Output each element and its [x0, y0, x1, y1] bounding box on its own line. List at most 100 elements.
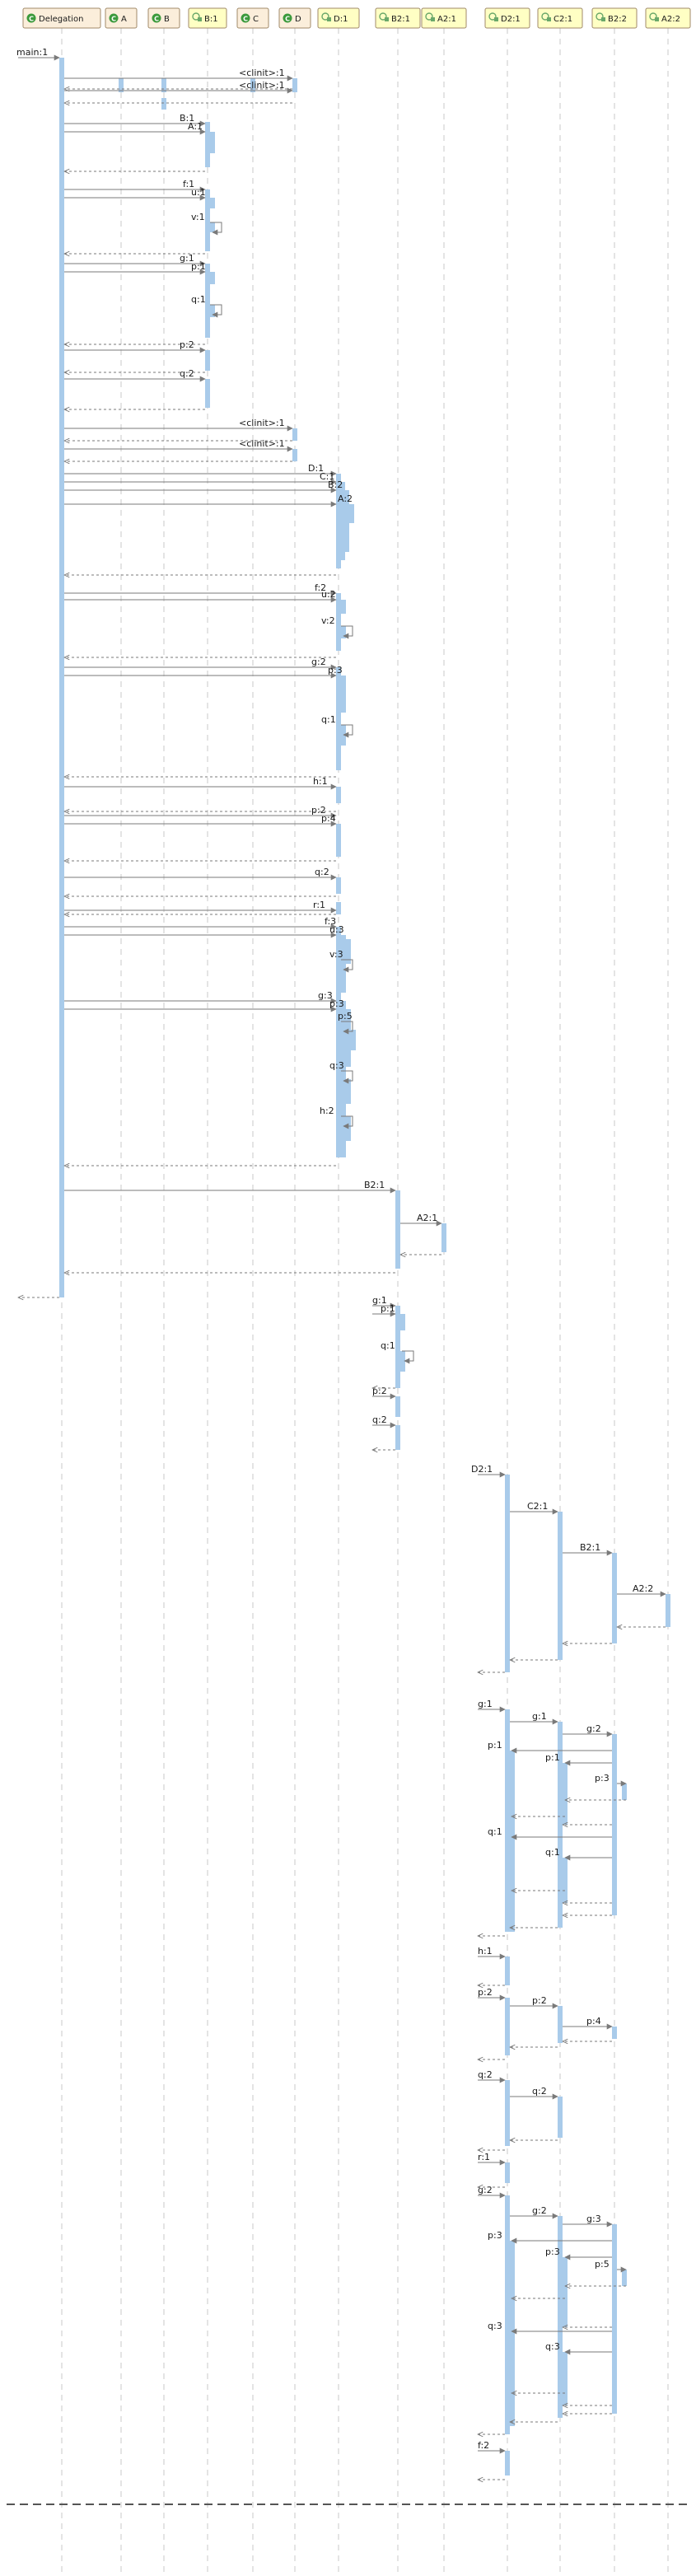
activation-bar: [505, 1957, 510, 1985]
message-call: q:1: [381, 1340, 414, 1364]
lifeline-label: D:1: [334, 15, 348, 24]
message-label: C2:1: [527, 1501, 548, 1512]
message-call: p:3: [488, 2230, 612, 2244]
svg-text:C: C: [29, 16, 34, 23]
message-call: f:2: [478, 2440, 506, 2454]
message-call: C2:1: [510, 1501, 558, 1515]
lifeline-label: A2:1: [437, 15, 456, 24]
lifeline-header-b22[interactable]: B2:2: [591, 7, 638, 29]
message-label: C:1: [320, 471, 334, 482]
svg-text:C: C: [285, 16, 290, 23]
message-label: u:1: [191, 187, 206, 198]
message-label: q:1: [321, 714, 336, 725]
message-label: A2:1: [417, 1213, 437, 1223]
message-call: g:2: [563, 1723, 613, 1737]
message-call: B2:1: [64, 1180, 396, 1194]
message-label: p:2: [311, 805, 326, 816]
message-call: p:4: [64, 813, 337, 827]
message-call: p:1: [372, 1303, 396, 1317]
activation-bar: [210, 272, 215, 284]
message-label: B2:1: [580, 1542, 600, 1553]
message-label: A:2: [338, 493, 353, 504]
message-label: p:3: [488, 2230, 502, 2241]
message-call: C:1: [64, 471, 337, 485]
activation-bar: [205, 350, 210, 371]
lifeline-header-delegation[interactable]: C Delegation: [22, 7, 101, 29]
message-label: main:1: [16, 47, 48, 58]
activations-layer: [59, 58, 670, 2475]
activation-bar: [336, 474, 341, 568]
lifeline-label: C2:1: [554, 15, 572, 24]
object-icon: [488, 12, 498, 21]
message-label: g:2: [311, 657, 326, 667]
activation-bar: [612, 1553, 617, 1643]
message-label: p:2: [478, 1987, 493, 1998]
message-call: q:2: [372, 1414, 396, 1428]
message-call: q:1: [321, 714, 353, 738]
message-label: D:1: [308, 463, 324, 474]
message-call: p:5: [338, 1011, 353, 1035]
message-label: v:2: [321, 615, 335, 626]
activation-bar: [210, 198, 215, 208]
lifeline-header-d21[interactable]: D2:1: [484, 7, 530, 29]
activation-bar: [336, 824, 341, 857]
message-call: q:1: [488, 1826, 612, 1840]
activation-bar: [59, 58, 64, 1297]
message-call: v:2: [321, 615, 353, 639]
activation-bar: [505, 2162, 510, 2183]
activation-bar: [612, 1734, 617, 1915]
message-call: g:2: [64, 657, 337, 671]
activation-bar: [292, 428, 297, 441]
activation-bar: [161, 78, 166, 92]
activation-bar: [336, 927, 341, 1157]
activation-bar: [292, 449, 297, 461]
activation-bar: [666, 1594, 670, 1627]
message-call: p:1: [64, 261, 206, 275]
svg-text:C: C: [243, 16, 248, 23]
message-label: B:2: [328, 479, 343, 490]
lifelines-layer: [7, 28, 688, 2576]
lifeline-label: D2:1: [501, 15, 521, 24]
activation-bar: [346, 1009, 351, 1067]
lifeline-label: Delegation: [39, 15, 83, 24]
message-call: B:2: [64, 479, 343, 493]
message-call: f:3: [64, 916, 337, 930]
lifeline-label: B2:2: [608, 15, 627, 24]
message-label: <clinit>:1: [239, 68, 285, 78]
lifeline-label: B: [164, 15, 170, 24]
message-label: q:2: [180, 368, 194, 379]
message-call: A2:1: [400, 1213, 442, 1227]
lifeline-header-a22[interactable]: A2:2: [645, 7, 691, 29]
object-icon: [541, 12, 551, 21]
activation-bar: [205, 379, 210, 408]
lifeline-label: B2:1: [391, 15, 410, 24]
message-call: g:1: [372, 1295, 396, 1309]
lifeline-header-b1[interactable]: B:1: [188, 7, 227, 29]
message-label: q:1: [545, 1847, 560, 1858]
message-call: B2:1: [563, 1542, 613, 1556]
lifeline-header-b21[interactable]: B2:1: [375, 7, 421, 29]
message-call: v:1: [191, 212, 222, 236]
lifeline-header-c21[interactable]: C2:1: [537, 7, 583, 29]
lifeline-header-d1[interactable]: D:1: [317, 7, 360, 29]
message-label: p:1: [545, 1752, 560, 1763]
lifeline-label: A: [121, 15, 127, 24]
activation-bar: [558, 2006, 563, 2043]
message-label: r:1: [313, 900, 325, 910]
message-label: q:2: [315, 867, 329, 877]
activation-bar: [349, 504, 354, 523]
message-call: p:1: [488, 1740, 612, 1754]
lifeline-header-a21[interactable]: A2:1: [421, 7, 467, 29]
activation-bar: [622, 1784, 627, 1800]
class-icon: C: [109, 13, 119, 23]
message-label: g:2: [532, 2205, 547, 2216]
activation-bar: [558, 2216, 563, 2418]
message-label: p:3: [329, 998, 344, 1009]
message-label: q:1: [381, 1340, 395, 1351]
svg-text:C: C: [111, 16, 116, 23]
message-label: u:3: [329, 924, 344, 935]
